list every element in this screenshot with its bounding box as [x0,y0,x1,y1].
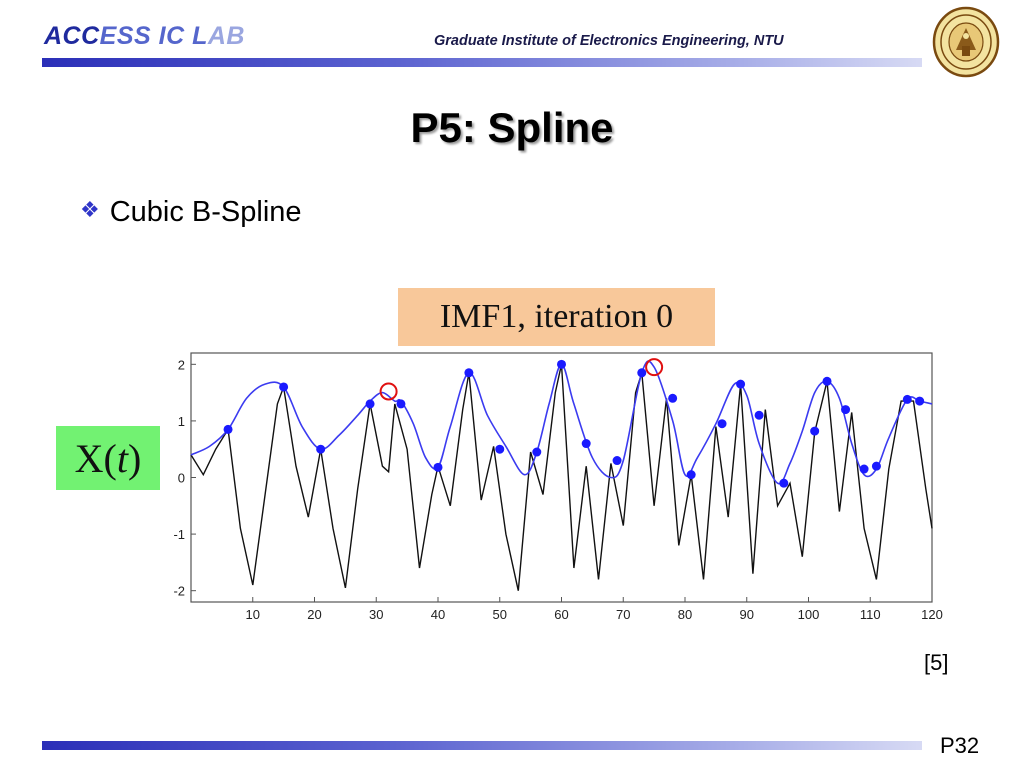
envelope-marker [810,426,820,436]
bullet-item: ❖ Cubic B-Spline [80,196,302,229]
x-tick-label: 70 [616,607,630,622]
highlight-circle [379,382,398,401]
institute-name: Graduate Institute of Electronics Engine… [434,33,784,49]
envelope-marker [736,379,746,389]
page-number: P32 [940,733,980,758]
envelope-marker [433,462,443,472]
signal-label-var: t [116,435,128,481]
y-tick-label: 2 [178,357,185,372]
envelope-marker [223,424,233,434]
x-tick-label: 40 [431,607,445,622]
reference-citation: [5] [924,650,949,675]
envelope-marker [581,439,591,449]
x-tick-label: 20 [307,607,321,622]
envelope-marker [915,396,925,406]
plot-frame [190,352,933,603]
x-tick-label: 90 [740,607,754,622]
signal-line [190,364,933,591]
y-tick-label: 0 [178,471,185,486]
envelope-marker [822,376,832,386]
y-tick-label: -1 [173,527,185,542]
envelope-marker [495,444,505,454]
envelope-marker [668,393,678,403]
envelope-marker [717,419,727,429]
envelope-marker [754,410,764,420]
x-tick-label: 110 [860,607,881,622]
x-tick-label: 120 [921,607,943,622]
bullet-diamond-icon: ❖ [80,197,100,222]
envelope-marker [316,444,326,454]
envelope-marker [871,461,881,471]
university-seal-icon [932,6,1000,78]
signal-label-prefix: X( [74,435,117,481]
envelope-marker [396,399,406,409]
x-tick-label: 80 [678,607,692,622]
highlight-circle [645,358,664,377]
signal-label-box: X(t) [56,426,160,490]
envelope-marker [612,456,622,466]
envelope-marker [859,464,869,474]
logo-text-part3: AB [207,22,245,50]
envelope-marker [532,447,542,457]
x-tick-label: 50 [493,607,507,622]
logo-text-part1: ACC [44,22,100,50]
envelope-marker [779,478,789,488]
envelope-marker [637,368,647,378]
envelope-marker [365,399,375,409]
x-tick-label: 30 [369,607,383,622]
header-divider-bar [42,58,922,67]
x-tick-label: 60 [554,607,568,622]
x-tick-label: 10 [246,607,260,622]
bullet-text: Cubic B-Spline [109,196,302,228]
lab-logo: ACCESS IC LAB [44,22,245,51]
y-tick-label: 1 [178,414,185,429]
envelope-marker [279,382,289,392]
footer-divider-bar [42,741,922,750]
slide-title: P5: Spline [410,104,614,151]
logo-text-part2: ESS IC L [99,22,208,50]
envelope-marker [686,470,696,480]
envelope-marker [464,368,474,378]
y-tick-label: -2 [173,584,185,599]
x-tick-label: 100 [798,607,820,622]
figure-title-box: IMF1, iteration 0 [398,288,715,346]
signal-label-suffix: ) [128,435,142,481]
envelope-marker [902,394,912,404]
envelope-marker [841,405,851,415]
envelope-marker [557,359,566,369]
